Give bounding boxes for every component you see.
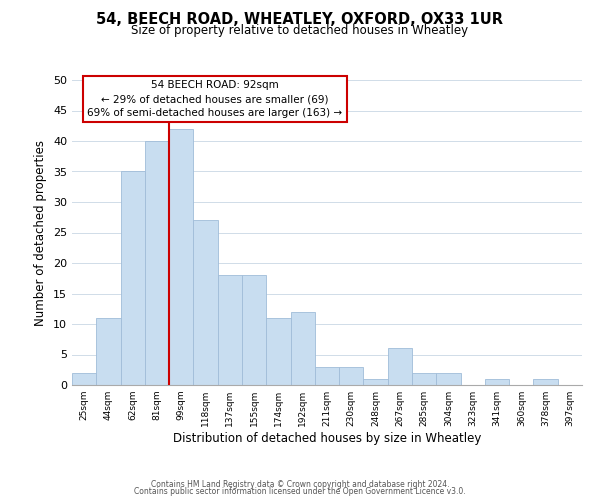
Bar [145,141,169,385]
Bar [242,275,266,385]
X-axis label: Distribution of detached houses by size in Wheatley: Distribution of detached houses by size … [173,432,481,445]
Text: Size of property relative to detached houses in Wheatley: Size of property relative to detached ho… [131,24,469,37]
Text: 54 BEECH ROAD: 92sqm
← 29% of detached houses are smaller (69)
69% of semi-detac: 54 BEECH ROAD: 92sqm ← 29% of detached h… [87,80,343,118]
Text: 54, BEECH ROAD, WHEATLEY, OXFORD, OX33 1UR: 54, BEECH ROAD, WHEATLEY, OXFORD, OX33 1… [97,12,503,28]
Bar [96,318,121,385]
Bar [315,366,339,385]
Bar [436,373,461,385]
Bar [339,366,364,385]
Bar [169,129,193,385]
Text: Contains HM Land Registry data © Crown copyright and database right 2024.: Contains HM Land Registry data © Crown c… [151,480,449,489]
Bar [121,172,145,385]
Bar [364,379,388,385]
Bar [266,318,290,385]
Bar [485,379,509,385]
Bar [412,373,436,385]
Y-axis label: Number of detached properties: Number of detached properties [34,140,47,326]
Text: Contains public sector information licensed under the Open Government Licence v3: Contains public sector information licen… [134,487,466,496]
Bar [193,220,218,385]
Bar [218,275,242,385]
Bar [72,373,96,385]
Bar [388,348,412,385]
Bar [290,312,315,385]
Bar [533,379,558,385]
